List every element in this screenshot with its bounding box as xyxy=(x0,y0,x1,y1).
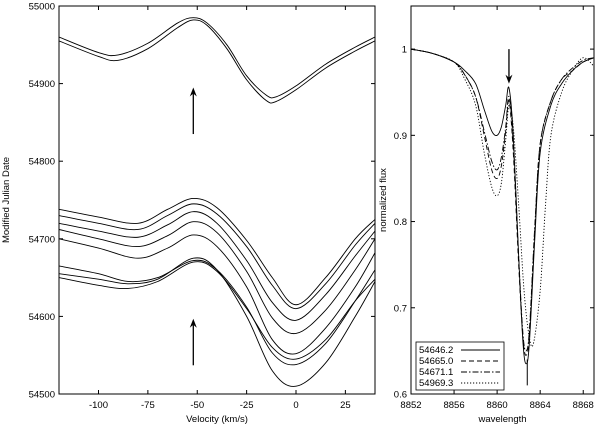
left-y-tick-label: 54500 xyxy=(29,390,55,401)
left-x-tick-label: -25 xyxy=(240,400,254,411)
left-y-tick-label: 54800 xyxy=(29,157,55,168)
right-series-line-4 xyxy=(411,48,594,348)
left-plot-frame xyxy=(58,5,376,395)
right-y-tick-label: 0.9 xyxy=(394,131,407,142)
left-y-axis-label: Modified Julian Date xyxy=(1,157,12,243)
left-series-line-6 xyxy=(59,221,375,335)
left-x-tick-label: -75 xyxy=(141,400,155,411)
left-x-tick-label: 25 xyxy=(340,400,351,411)
right-x-tick-label: 8852 xyxy=(400,400,421,411)
left-series-line-9 xyxy=(59,257,375,387)
right-panel: 8852 8856 8860 8864 8868 0.6 0.7 0.8 0.9 1 wavelen… xyxy=(378,5,595,425)
right-x-tick-label: 8856 xyxy=(443,400,464,411)
right-plot-frame xyxy=(410,5,595,395)
left-series-line-8 xyxy=(59,259,375,366)
left-x-tick-label: 0 xyxy=(293,400,298,411)
legend-entry-label: 54646.2 xyxy=(419,345,453,356)
right-series-line-3 xyxy=(411,48,594,352)
left-series-line-2 xyxy=(59,17,375,99)
left-x-tick-label: -100 xyxy=(89,400,108,411)
left-y-tick-label: 54700 xyxy=(29,234,55,245)
left-arrow-head xyxy=(189,318,197,328)
right-y-axis-label: normalized flux xyxy=(378,168,389,232)
right-x-tick-label: 8864 xyxy=(530,400,551,411)
left-panel: -100 -75 -50 -25 0 25 54500 54600 54700 54800 5490… xyxy=(1,2,376,425)
right-y-tick-label: 0.6 xyxy=(394,390,407,401)
right-x-axis-label: wavelength xyxy=(477,414,526,425)
left-y-tick-label: 54600 xyxy=(29,312,55,323)
left-arrow-head xyxy=(189,87,197,97)
left-y-tick-label: 54900 xyxy=(29,79,55,90)
legend-entry-label: 54969.3 xyxy=(419,378,453,389)
right-series-line-1 xyxy=(411,48,594,365)
left-x-tick-label: -50 xyxy=(190,400,204,411)
right-x-tick-label: 8860 xyxy=(487,400,508,411)
left-series-line-3 xyxy=(59,197,375,306)
right-y-tick-label: 0.7 xyxy=(394,303,407,314)
right-x-tick-label: 8868 xyxy=(573,400,594,411)
left-series-line-4 xyxy=(59,203,375,310)
left-series-line-1 xyxy=(59,19,375,104)
left-series-line-10 xyxy=(59,261,375,360)
legend-entry-label: 54665.0 xyxy=(419,356,453,367)
right-arrow-head xyxy=(505,74,513,84)
right-y-tick-label: 0.8 xyxy=(394,217,407,228)
left-series-line-7 xyxy=(59,234,375,355)
legend-entry-label: 54671.1 xyxy=(419,367,453,378)
right-y-tick-label: 1 xyxy=(402,45,407,56)
left-series-line-5 xyxy=(59,211,375,321)
left-y-tick-label: 55000 xyxy=(29,2,55,13)
right-series-line-2 xyxy=(411,48,594,356)
left-x-axis-label: Velocity (km/s) xyxy=(186,414,248,425)
